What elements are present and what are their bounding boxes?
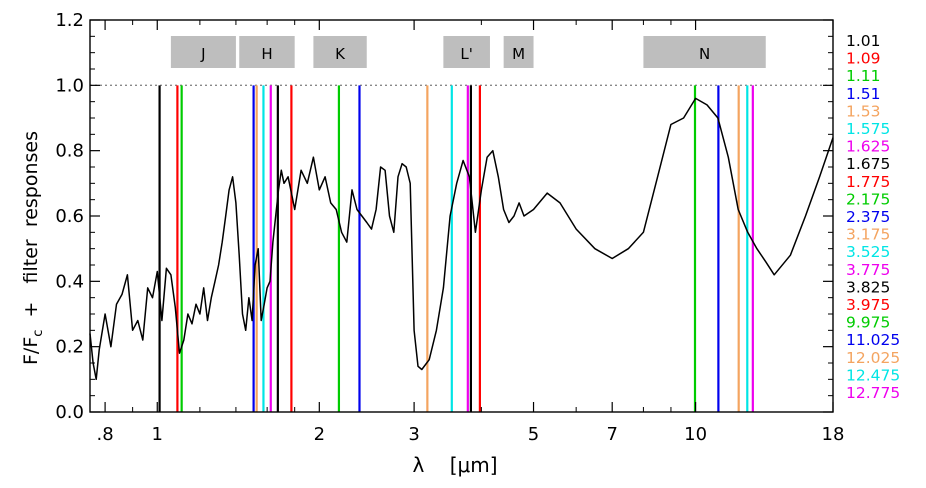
legend-entry: 1.625 <box>846 138 890 156</box>
x-tick-label: 2 <box>314 424 325 445</box>
x-tick-label: 1 <box>152 424 163 445</box>
legend-entry: 1.09 <box>846 50 881 68</box>
y-axis-label-rest: + filter responses <box>20 131 42 330</box>
x-tick-label: 5 <box>528 424 539 445</box>
legend-entry: 3.975 <box>846 296 890 314</box>
legend-entry: 1.675 <box>846 155 890 173</box>
y-tick-label: 1.0 <box>55 75 84 96</box>
band-label: K <box>335 45 346 63</box>
legend-entry: 3.825 <box>846 278 890 296</box>
tick-labels-layer: .8 1 2 3 5 7 10 18 0.0 0.2 0.4 0.6 0.8 1.0 1.2 <box>55 10 844 445</box>
y-tick-label: 0.2 <box>55 337 84 358</box>
legend-entry: 1.01 <box>846 32 881 50</box>
spectrum-line <box>89 97 834 381</box>
legend-entry: 2.175 <box>846 190 890 208</box>
band-box <box>443 36 490 68</box>
y-axis-label-subscript: c <box>31 330 46 337</box>
spectrum-layer <box>89 97 834 381</box>
legend-entry: 3.775 <box>846 261 890 279</box>
x-tick-label: .8 <box>96 424 113 445</box>
band-label: L' <box>460 45 472 63</box>
legend-entry: 3.175 <box>846 226 890 244</box>
filter-legend: 1.011.091.111.511.531.5751.6251.6751.775… <box>846 32 900 402</box>
legend-entry: 12.025 <box>846 349 900 367</box>
legend-entry: 1.51 <box>846 85 881 103</box>
plot-frame <box>89 19 834 413</box>
y-tick-label: 0.6 <box>55 206 84 227</box>
x-tick-label: 18 <box>822 424 845 445</box>
y-tick-label: 0.8 <box>55 141 84 162</box>
x-tick-label: 10 <box>684 424 707 445</box>
band-box <box>239 36 295 68</box>
legend-entry: 1.775 <box>846 173 890 191</box>
legend-entry: 12.475 <box>846 366 900 384</box>
legend-entry: 11.025 <box>846 331 900 349</box>
filter-bands-layer: J H K L' M N <box>170 36 766 68</box>
legend-entry: 12.775 <box>846 384 900 402</box>
legend-entry: 1.575 <box>846 120 890 138</box>
filter-lines-layer <box>158 85 754 412</box>
axes-layer <box>89 19 834 413</box>
legend-entry: 1.11 <box>846 67 881 85</box>
band-box <box>170 36 236 68</box>
x-tick-label: 7 <box>606 424 617 445</box>
y-axis-label: F/Fc + filter responses <box>20 131 46 365</box>
y-tick-label: 0.4 <box>55 271 84 292</box>
legend-entry: 1.53 <box>846 102 881 120</box>
legend-entry: 3.525 <box>846 243 890 261</box>
y-axis-label-main: F/F <box>20 337 42 365</box>
band-label: N <box>699 45 710 63</box>
band-label: M <box>512 45 525 63</box>
legend-entry: 2.375 <box>846 208 890 226</box>
x-axis-label: λ [μm] <box>412 453 497 477</box>
band-label: H <box>261 45 272 63</box>
y-tick-label: 1.2 <box>55 10 84 31</box>
band-box <box>313 36 367 68</box>
y-tick-label: 0.0 <box>55 402 84 423</box>
band-label: J <box>200 45 205 63</box>
band-box <box>503 36 534 68</box>
x-tick-label: 3 <box>408 424 419 445</box>
band-box <box>643 36 766 68</box>
legend-entry: 9.975 <box>846 314 890 332</box>
